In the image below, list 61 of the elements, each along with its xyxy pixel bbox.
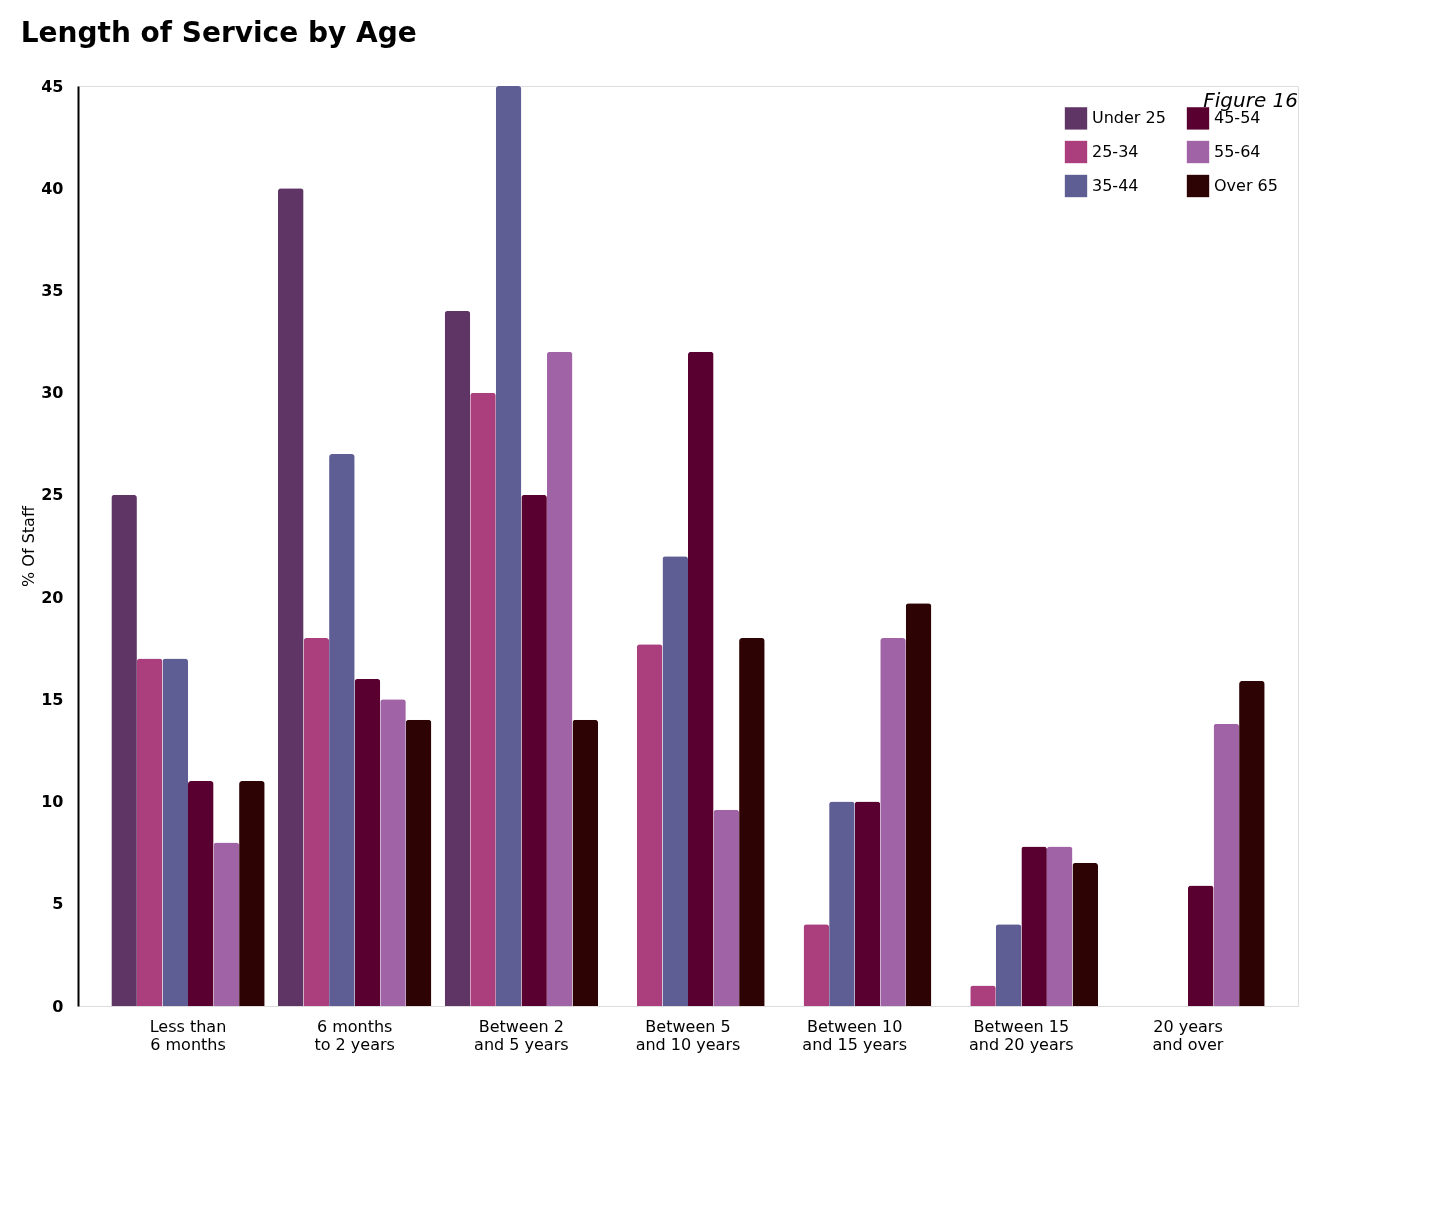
- legend-label: Over 65: [1214, 176, 1278, 195]
- bar: [162, 658, 188, 1006]
- x-tick-label: Between 15 and 20 years: [969, 1016, 1074, 1054]
- y-tick-label: 30: [41, 383, 64, 403]
- legend-label: 25-34: [1092, 142, 1139, 161]
- y-axis-title: % Of Staff: [19, 505, 39, 587]
- bar: [880, 638, 906, 1006]
- bar: [1213, 723, 1240, 1006]
- annotation: Figure 16: [1203, 88, 1298, 112]
- y-tick-label: 45: [41, 76, 64, 96]
- x-tick-label: Between 5 and 10 years: [635, 1016, 741, 1054]
- bar: [405, 719, 432, 1006]
- x-tick-label: Less than 6 months: [149, 1016, 227, 1054]
- bar: [136, 658, 163, 1006]
- bar: [188, 781, 214, 1006]
- y-tick-label: 10: [41, 792, 64, 812]
- bar: [739, 638, 765, 1006]
- bar: [303, 638, 330, 1006]
- bar: [636, 644, 663, 1006]
- bar: [854, 801, 881, 1006]
- bar: [380, 699, 406, 1006]
- legend-label: 55-64: [1214, 142, 1261, 161]
- bar: [995, 924, 1022, 1006]
- bar: [1239, 680, 1265, 1006]
- bar: [688, 351, 714, 1006]
- bar: [713, 809, 740, 1006]
- y-tick-label: 15: [41, 689, 64, 709]
- bar: [803, 924, 830, 1006]
- bar: [470, 392, 496, 1006]
- y-tick-label: 25: [41, 485, 64, 505]
- bar: [1072, 862, 1098, 1006]
- x-tick-label: 6 months to 2 years: [314, 1016, 395, 1054]
- bar: [329, 454, 355, 1006]
- bar: [278, 188, 304, 1006]
- bar: [970, 985, 996, 1006]
- bar: [546, 351, 573, 1006]
- legend-label: Under 25: [1092, 108, 1166, 128]
- x-tick-label: Between 2 and 5 years: [474, 1016, 569, 1054]
- y-tick-label: 40: [41, 178, 64, 198]
- bar: [905, 603, 932, 1006]
- y-tick-label: 35: [41, 280, 64, 300]
- bar: [829, 801, 855, 1006]
- y-tick-label: 0: [52, 996, 64, 1016]
- bar: [521, 494, 547, 1006]
- bar: [111, 494, 137, 1006]
- bar: [662, 556, 688, 1006]
- bar: [213, 842, 240, 1006]
- bar: [1188, 885, 1214, 1006]
- bar: [1021, 846, 1047, 1006]
- bar: [1046, 846, 1073, 1006]
- bar: [239, 781, 265, 1006]
- bar: [444, 310, 471, 1006]
- bar: [354, 678, 381, 1006]
- y-tick-label: 5: [52, 894, 64, 914]
- x-tick-label: Between 10 and 15 years: [802, 1016, 907, 1054]
- x-tick-label: 20 years and over: [1152, 1016, 1224, 1054]
- bar: [572, 719, 598, 1006]
- chart-title: Length of Service by Age: [20, 16, 417, 49]
- y-tick-label: 20: [41, 587, 64, 607]
- legend-label: 35-44: [1092, 176, 1139, 195]
- bar: [495, 86, 522, 1006]
